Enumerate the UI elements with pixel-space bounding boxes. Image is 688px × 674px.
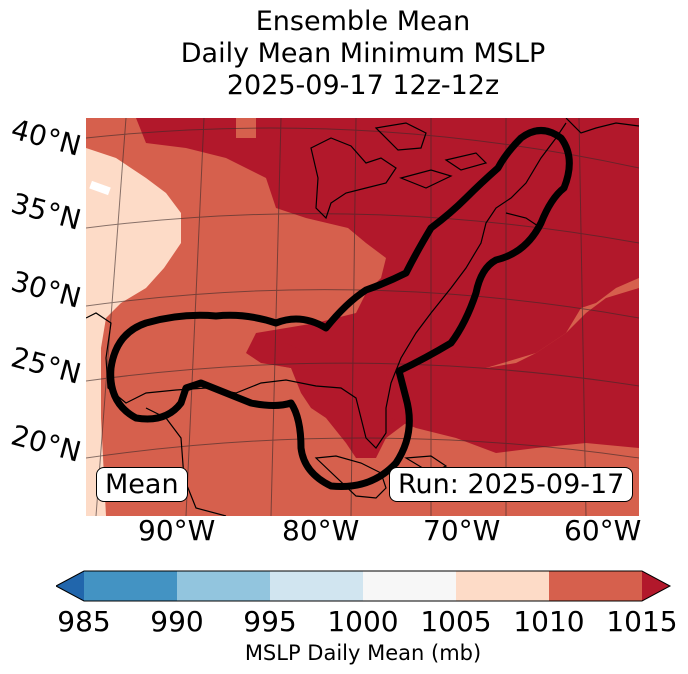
grid-lat-25 <box>86 362 639 387</box>
grid-lon-95 <box>95 118 127 516</box>
lake-huron <box>374 122 427 151</box>
lon-label-80: 80°W <box>282 514 360 547</box>
grid-lon-65 <box>578 118 587 516</box>
colorbar-tick-1015: 1015 <box>606 605 678 638</box>
colorbar-tick-1000: 1000 <box>327 605 399 638</box>
title-line-2: Daily Mean Minimum MSLP <box>180 38 546 69</box>
coastline-gulf-atlantic <box>86 122 567 449</box>
coastlines <box>86 118 639 516</box>
lat-label-40: 40°N <box>7 112 85 163</box>
lake-ontario <box>444 152 488 171</box>
map-panel <box>86 118 639 516</box>
colorbar-tick-995: 995 <box>243 605 297 638</box>
title-line-3: 2025-09-17 12z-12z <box>226 70 500 101</box>
lon-label-90: 90°W <box>138 514 216 547</box>
coastline-maritimes <box>505 212 542 229</box>
colorbar-seg-1005-1010 <box>456 571 549 601</box>
field-1005-1010 <box>86 148 181 516</box>
colorbar-tick-1005: 1005 <box>420 605 492 638</box>
colorbar-tick-1010: 1010 <box>513 605 585 638</box>
lat-label-20: 20°N <box>7 418 85 469</box>
lake-erie <box>399 169 453 189</box>
colorbar-seg-995-1000 <box>270 571 363 601</box>
great-lakes <box>310 137 397 220</box>
field-white-patch <box>89 180 111 196</box>
lat-label-30: 30°N <box>7 264 85 315</box>
colorbar-seg-1010-1015 <box>549 571 642 601</box>
grid-lon-80 <box>350 118 357 516</box>
figure-title: Ensemble Mean Daily Mean Minimum MSLP 20… <box>0 6 688 102</box>
coastline-nova-scotia <box>565 118 639 134</box>
colorbar-tick-990: 990 <box>150 605 204 638</box>
colorbar-seg-985-990 <box>84 571 177 601</box>
colorbar-extend-low <box>56 571 84 601</box>
grid-lat-35 <box>86 213 639 244</box>
grid-lat-20 <box>86 437 639 459</box>
colorbar-outline <box>56 570 672 602</box>
lat-label-25: 25°N <box>7 340 85 391</box>
grid-lon-85 <box>270 118 282 516</box>
colorbar-label: MSLP Daily Mean (mb) <box>244 641 482 665</box>
title-line-1: Ensemble Mean <box>255 6 471 37</box>
cuba <box>314 455 387 499</box>
lat-label-35: 35°N <box>7 186 85 237</box>
colorbar <box>56 570 672 602</box>
ensemble-mean-contour <box>107 127 573 491</box>
lon-label-60: 60°W <box>564 514 642 547</box>
colorbar-seg-990-995 <box>177 571 270 601</box>
grid-lat-40 <box>86 127 639 169</box>
colorbar-tick-985: 985 <box>57 605 111 638</box>
map-svg <box>86 118 639 516</box>
colorbar-seg-1000-1005 <box>363 571 456 601</box>
mean-label-box: Mean <box>96 467 188 502</box>
field-above-1015-north <box>136 118 639 458</box>
graticule <box>86 118 639 516</box>
run-label-box: Run: 2025-09-17 <box>389 467 634 502</box>
colorbar-extend-high <box>642 571 670 601</box>
lon-label-70: 70°W <box>423 514 501 547</box>
